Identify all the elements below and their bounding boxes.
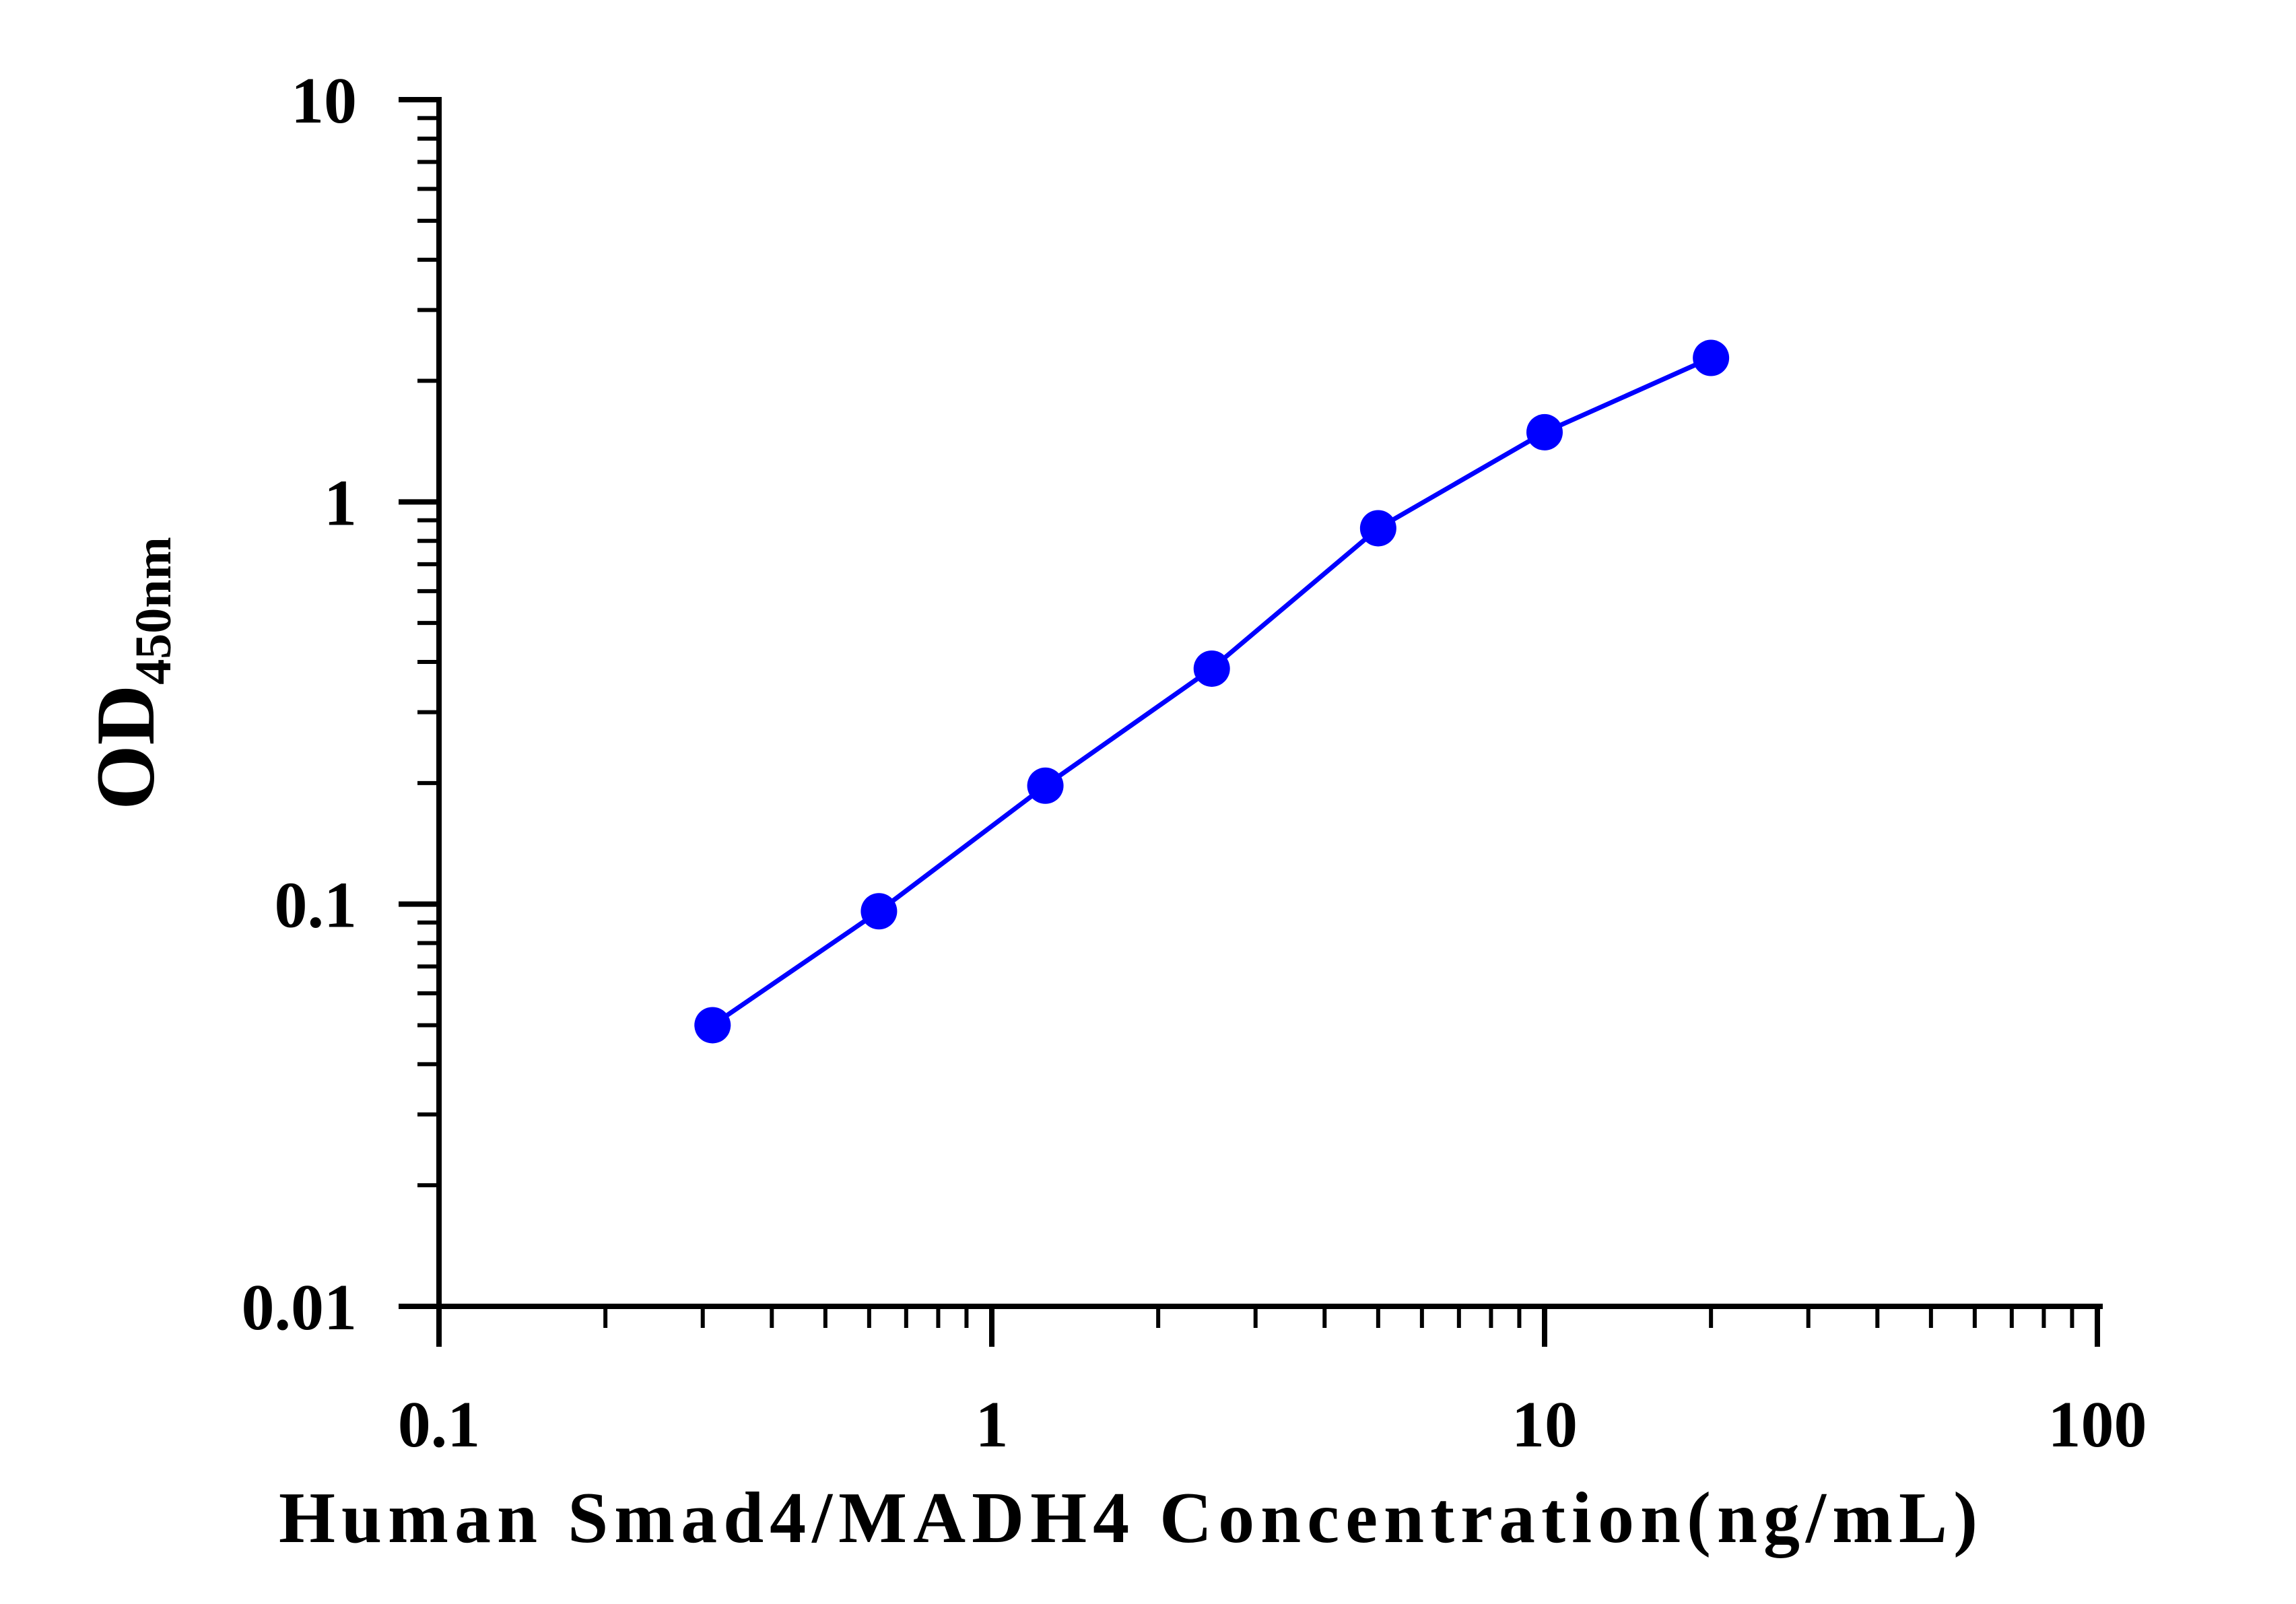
y-tick-label: 0.1 [275, 869, 358, 942]
x-tick-label: 1 [976, 1389, 1009, 1461]
y-tick-label: 0.01 [242, 1271, 358, 1344]
series-line [711, 356, 1712, 1028]
series-layer [694, 339, 1730, 1044]
data-point [1193, 650, 1230, 687]
data-point [1526, 413, 1563, 450]
x-axis-tick-labels: 0.1 1 10 100 [398, 1389, 2147, 1461]
data-point [694, 1007, 731, 1044]
data-point [1027, 767, 1064, 804]
x-tick-label: 0.1 [398, 1389, 481, 1461]
y-axis-label-subscript: 450nm [125, 537, 182, 685]
y-axis-tick-labels: 0.01 0.1 1 10 [242, 65, 358, 1344]
x-tick-label: 100 [2048, 1389, 2147, 1461]
data-point [1359, 510, 1396, 547]
y-axis-label: OD450nm [79, 537, 182, 810]
y-tick-label: 10 [291, 65, 357, 137]
y-axis-ticks [399, 97, 439, 1309]
x-axis-ticks [436, 1306, 2100, 1347]
data-point [860, 893, 898, 930]
x-axis-label: Human Smad4/MADH4 Concentration(ng/mL) [279, 1478, 1984, 1558]
x-tick-label: 10 [1512, 1389, 1578, 1461]
data-point [1693, 339, 1730, 376]
y-tick-label: 1 [324, 467, 357, 539]
y-axis-label-main: OD [79, 685, 172, 810]
axes [436, 97, 2103, 1309]
